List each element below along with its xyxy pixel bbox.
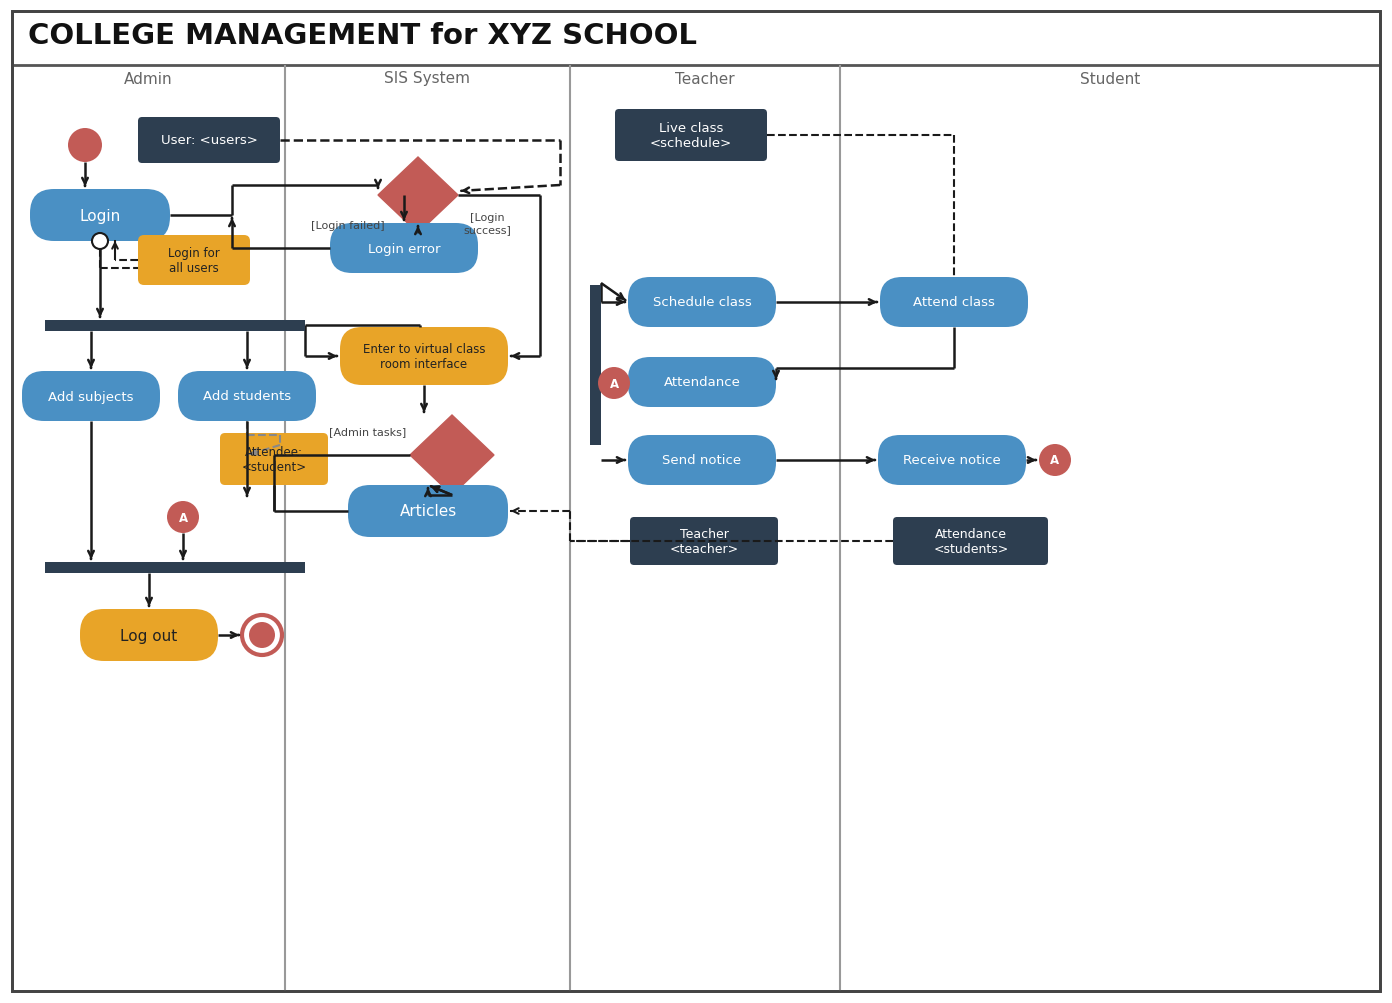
FancyBboxPatch shape [330,224,477,274]
FancyBboxPatch shape [628,278,775,328]
Text: Teacher
<teacher>: Teacher <teacher> [670,528,739,556]
Text: A: A [610,377,618,390]
Text: Schedule class: Schedule class [653,296,752,309]
Text: Admin: Admin [124,71,173,86]
Polygon shape [411,415,494,495]
Text: Attendee:
<student>: Attendee: <student> [241,445,306,473]
Circle shape [242,616,283,655]
FancyBboxPatch shape [79,610,219,661]
Text: Attendance: Attendance [664,376,741,389]
Text: Login error: Login error [367,243,440,255]
Text: Add subjects: Add subjects [49,390,134,403]
Text: Student: Student [1080,71,1140,86]
Circle shape [92,234,109,250]
Text: Login for
all users: Login for all users [168,247,220,275]
Text: [Login failed]: [Login failed] [312,221,384,231]
Text: Login: Login [79,209,121,224]
Text: COLLEGE MANAGEMENT for XYZ SCHOOL: COLLEGE MANAGEMENT for XYZ SCHOOL [28,22,697,50]
Circle shape [599,368,631,399]
Circle shape [68,128,102,162]
FancyBboxPatch shape [615,110,767,161]
FancyBboxPatch shape [631,518,778,566]
FancyBboxPatch shape [31,190,170,242]
FancyBboxPatch shape [348,485,508,538]
FancyBboxPatch shape [880,278,1029,328]
FancyBboxPatch shape [220,433,329,485]
Text: Attend class: Attend class [913,296,995,309]
Text: [Login
success]: [Login success] [464,213,511,235]
FancyBboxPatch shape [22,372,160,421]
Circle shape [249,623,276,648]
Text: Add students: Add students [203,390,291,403]
Text: A: A [178,511,188,524]
Text: Receive notice: Receive notice [903,454,1001,467]
Bar [45,563,305,574]
Text: Articles: Articles [400,504,457,519]
Text: A: A [1051,454,1059,467]
Text: User: <users>: User: <users> [160,134,258,147]
FancyBboxPatch shape [878,435,1026,485]
Text: [Admin tasks]: [Admin tasks] [330,426,406,436]
Text: Send notice: Send notice [663,454,742,467]
FancyBboxPatch shape [628,358,775,407]
FancyBboxPatch shape [628,435,775,485]
Text: SIS System: SIS System [384,71,470,86]
Text: Log out: Log out [120,628,178,643]
FancyBboxPatch shape [178,372,316,421]
Text: Teacher: Teacher [675,71,735,86]
Bar [45,321,305,332]
FancyBboxPatch shape [894,518,1048,566]
FancyBboxPatch shape [138,118,280,163]
Text: Live class
<schedule>: Live class <schedule> [650,122,732,149]
Polygon shape [379,157,458,234]
Circle shape [167,502,199,534]
Text: Attendance
<students>: Attendance <students> [934,528,1009,556]
FancyBboxPatch shape [138,236,251,286]
Circle shape [1038,444,1070,476]
FancyBboxPatch shape [340,328,508,385]
Bar [590,286,601,445]
Text: Enter to virtual class
room interface: Enter to virtual class room interface [363,343,486,371]
